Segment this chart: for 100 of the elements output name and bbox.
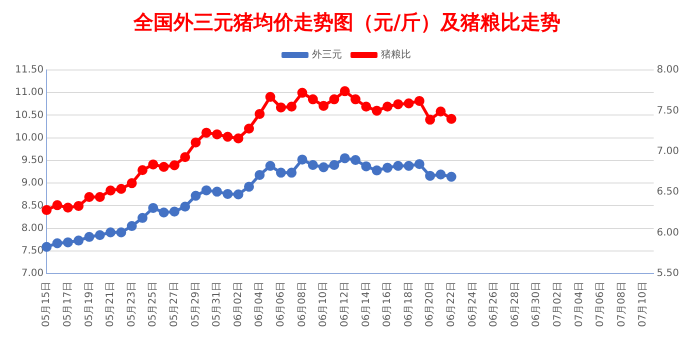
point [233,189,244,200]
y-tick-label: 9.50 [21,155,44,166]
x-tick-label: 05月15日 [41,282,52,328]
point [446,114,456,124]
x-tick-label: 05月25日 [148,282,159,328]
x-tick-label: 06月24日 [467,282,478,328]
point [94,230,105,240]
point [42,242,52,252]
point [244,182,254,192]
point [308,160,318,170]
point [190,137,201,148]
point [382,102,392,112]
x-tick-label: 06月18日 [403,282,414,328]
point [158,162,169,172]
point [244,124,254,134]
point [372,106,382,116]
x-tick-label: 07月10日 [638,282,649,328]
x-tick-label: 06月14日 [360,282,372,328]
point [318,162,329,172]
x-tick-label: 05月31日 [212,282,223,328]
x-tick-label: 06月22日 [446,282,457,328]
x-tick-label: 05月21日 [105,282,116,328]
x-tick-label: 06月12日 [339,282,350,328]
point [425,170,436,181]
point [74,200,84,211]
x-tick-label: 06月02日 [232,282,244,328]
point [169,160,180,170]
y-tick-label: 11.00 [14,87,44,98]
point [340,153,350,164]
y2-tick-label: 8.00 [656,64,679,76]
point [84,192,94,202]
point [425,114,436,125]
point [42,205,52,216]
point [222,132,233,142]
x-tick-label: 07月06日 [595,282,606,328]
point [148,202,158,213]
point [158,207,169,218]
y-tick-label: 7.50 [21,246,44,257]
y-tick-label: 10.00 [14,132,44,144]
point [308,94,318,104]
y2-tick-label: 7.00 [656,146,679,158]
point [180,152,190,162]
point [126,178,137,188]
x-tick-label: 06月28日 [510,282,521,328]
point [393,160,404,171]
point [414,159,424,170]
x-tick-label: 06月26日 [488,282,500,328]
y2-tick-label: 5.50 [656,268,679,280]
point [84,232,94,242]
y-tick-label: 9.00 [21,178,44,189]
point [350,94,361,104]
y2-tick-label: 6.50 [656,186,679,198]
point [106,227,116,238]
point [276,168,286,178]
point [137,165,148,176]
point [297,88,308,98]
y-tick-label: 10.50 [14,110,44,121]
point [116,227,126,238]
point [361,161,372,172]
point [201,185,212,196]
point [137,212,148,223]
legend-label: 外三元 [312,50,342,61]
point [126,221,137,232]
point [254,170,265,180]
y-tick-label: 11.50 [14,64,44,76]
x-tick-label: 05月27日 [169,282,180,328]
point [286,102,297,112]
x-tick-label: 07月02日 [552,282,564,328]
point [222,188,233,199]
point [265,160,276,171]
x-tick-label: 07月08日 [616,282,628,328]
point [276,102,286,112]
point [404,160,414,171]
point [382,162,392,173]
point [286,168,297,178]
point [169,206,180,217]
point [372,165,382,176]
y2-tick-label: 7.50 [656,105,679,116]
point [212,186,222,197]
y2-tick-label: 6.00 [656,227,679,238]
point [265,92,276,102]
point [350,155,361,166]
point [329,160,340,170]
x-tick-label: 05月23日 [126,282,138,328]
point [318,100,329,111]
y-tick-label: 7.00 [21,268,44,280]
legend-label: 猪粮比 [381,48,411,61]
point [116,184,126,194]
point [52,200,62,210]
point [414,96,424,106]
point [329,94,340,104]
point [52,238,62,248]
point [201,128,212,138]
point [62,237,73,248]
point [297,154,308,165]
point [106,186,116,196]
point [180,202,190,212]
point [393,99,404,110]
point [233,133,244,144]
point [340,86,350,96]
